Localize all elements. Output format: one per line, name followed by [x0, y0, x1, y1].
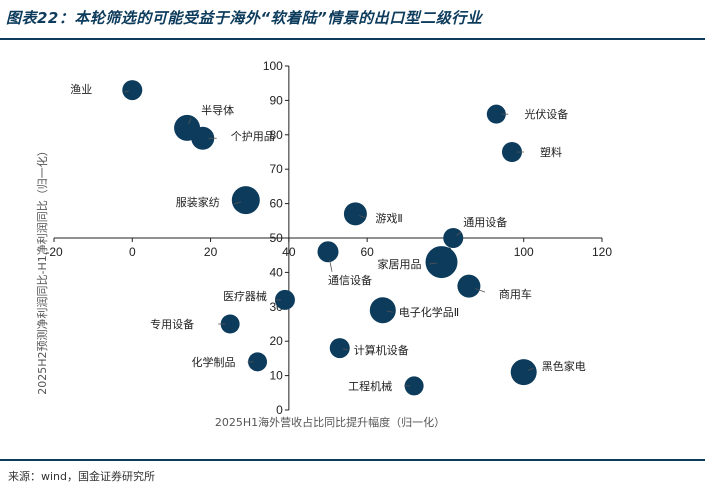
- data-point: 黑色家电: [510, 359, 586, 386]
- data-point: 化学制品: [192, 352, 268, 372]
- leader-line: [527, 367, 534, 371]
- y-tick-label: 60: [269, 197, 283, 211]
- bubble-marker: [122, 80, 143, 101]
- x-tick-label: -20: [45, 245, 63, 259]
- point-label: 电子化学品Ⅱ: [399, 305, 459, 319]
- x-tick-label: 40: [282, 245, 296, 259]
- bubble-marker: [248, 352, 268, 372]
- data-point: 家居用品: [378, 246, 458, 279]
- leader-line: [429, 262, 437, 265]
- leader-line: [188, 117, 192, 125]
- leader-line: [124, 90, 130, 93]
- bubble-marker: [329, 338, 350, 359]
- point-label: 半导体: [201, 103, 234, 117]
- y-tick-label: 100: [263, 59, 283, 73]
- point-label: 医疗器械: [223, 289, 267, 303]
- y-tick-label: 70: [269, 162, 283, 176]
- bottom-rule: [0, 459, 705, 461]
- y-tick-label: 50: [269, 231, 283, 245]
- bubble-marker: [317, 241, 339, 263]
- data-point: 塑料: [501, 142, 562, 162]
- point-label: 渔业: [70, 83, 92, 96]
- point-label: 塑料: [540, 145, 562, 159]
- leader-line: [456, 231, 462, 236]
- y-tick-label: 40: [269, 265, 283, 279]
- point-label: 游戏Ⅱ: [375, 212, 402, 225]
- x-tick-label: 0: [129, 245, 136, 259]
- y-tick-label: 10: [269, 369, 283, 383]
- bubble-marker: [443, 228, 464, 248]
- point-label: 商用车: [499, 287, 532, 301]
- leader-line: [359, 215, 366, 219]
- x-tick-label: 60: [360, 245, 374, 259]
- leader-line: [475, 288, 486, 293]
- x-tick-label: 20: [204, 245, 218, 259]
- bubble-marker: [486, 104, 506, 124]
- point-label: 专用设备: [150, 317, 194, 331]
- x-tick-label: 100: [514, 245, 534, 259]
- bubble-marker: [510, 359, 537, 386]
- x-axis-title: 2025H1海外营收占比同比提升幅度（归一化）: [215, 415, 445, 429]
- top-rule: [0, 38, 705, 40]
- data-point: 通信设备: [317, 241, 372, 287]
- data-point: 游戏Ⅱ: [343, 202, 403, 226]
- data-point: 专用设备: [150, 314, 240, 334]
- source-note: 来源：wind，国金证券研究所: [8, 470, 156, 483]
- point-label: 个护用品: [231, 129, 275, 143]
- data-point: 计算机设备: [329, 338, 409, 359]
- data-point: 通用设备: [443, 215, 507, 248]
- bubble-marker: [404, 376, 424, 396]
- y-axis-title: 2025H2预测净利润同比-H1净利润同比（归一化）: [35, 145, 49, 395]
- bubble-marker: [231, 186, 260, 215]
- point-label: 计算机设备: [354, 343, 409, 357]
- leader-line: [386, 310, 393, 313]
- data-point: 医疗器械: [223, 289, 295, 310]
- point-label: 通信设备: [328, 273, 372, 287]
- y-tick-label: 90: [269, 93, 283, 107]
- chart-title: 图表22：本轮筛选的可能受益于海外“软着陆”情景的出口型二级行业: [6, 9, 483, 27]
- bubble-marker: [274, 289, 295, 310]
- bubble-marker: [457, 274, 481, 298]
- point-label: 家居用品: [378, 257, 422, 271]
- leader-line: [329, 259, 333, 272]
- bubble-marker: [343, 202, 367, 226]
- leader-line: [233, 201, 242, 205]
- data-point: 商用车: [457, 274, 532, 301]
- point-label: 通用设备: [463, 215, 507, 229]
- data-point: 光伏设备: [486, 104, 568, 124]
- data-point: 渔业: [70, 80, 143, 101]
- data-point: 电子化学品Ⅱ: [369, 297, 459, 324]
- point-label: 化学制品: [192, 355, 236, 369]
- data-point: 个护用品: [191, 126, 275, 150]
- bubble-marker: [369, 297, 396, 324]
- y-tick-label: 80: [269, 128, 283, 142]
- bubble-marker: [501, 142, 522, 162]
- data-point: 服装家纺: [176, 186, 260, 215]
- point-label: 服装家纺: [176, 195, 220, 209]
- y-tick-label: 0: [276, 403, 283, 417]
- point-label: 光伏设备: [524, 107, 568, 121]
- bubble-marker: [220, 314, 240, 334]
- leader-line: [342, 348, 348, 351]
- bubble-marker: [425, 246, 458, 279]
- bubble-marker: [191, 126, 215, 150]
- point-label: 黑色家电: [542, 359, 586, 373]
- data-point: 工程机械: [348, 376, 424, 396]
- x-tick-label: 120: [592, 245, 612, 259]
- point-label: 工程机械: [348, 379, 392, 393]
- y-tick-label: 20: [269, 334, 283, 348]
- scatter-chart: -200204060801001200102030405060708090100…: [35, 59, 612, 429]
